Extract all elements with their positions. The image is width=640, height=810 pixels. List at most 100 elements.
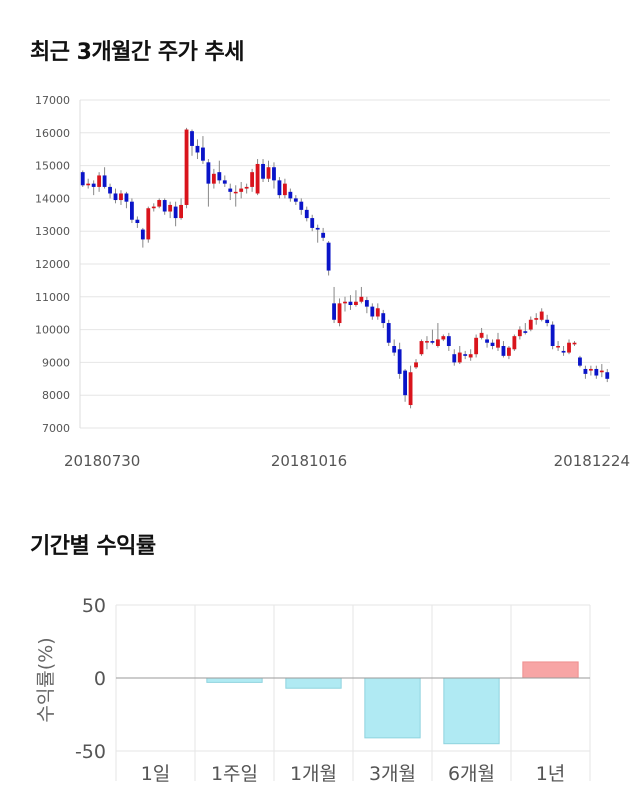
candle-body xyxy=(446,336,451,346)
period-returns-title: 기간별 수익률 xyxy=(30,534,156,559)
candle-body xyxy=(550,324,555,346)
candle-body xyxy=(441,336,446,340)
candle-body xyxy=(310,218,315,228)
candle-body xyxy=(233,191,238,194)
candle-body xyxy=(299,201,304,210)
candle-body xyxy=(146,208,151,240)
candle-body xyxy=(594,368,599,376)
return-bar xyxy=(364,677,421,739)
x-tick-label: 20181016 xyxy=(271,452,347,470)
candle-body xyxy=(588,368,593,371)
candle-body xyxy=(244,186,249,189)
candle-body xyxy=(474,337,479,355)
candle-body xyxy=(250,172,255,187)
x-category-label: 3개월 xyxy=(369,763,416,785)
candle-body xyxy=(184,129,189,205)
candle-body xyxy=(403,370,408,396)
candle-body xyxy=(91,183,96,187)
y-tick-label: 10000 xyxy=(35,324,70,337)
y-tick-label: 7000 xyxy=(42,422,70,435)
candle-body xyxy=(392,346,397,353)
candle-body xyxy=(304,209,309,219)
candle-body xyxy=(343,301,347,304)
candle-body xyxy=(545,319,550,324)
candle-body xyxy=(408,372,413,406)
candle-body xyxy=(222,180,227,184)
candle-body xyxy=(261,163,265,179)
candle-body xyxy=(293,198,298,202)
candle-body xyxy=(490,342,495,346)
candle-body xyxy=(129,201,134,220)
candle-body xyxy=(583,368,588,374)
candle-body xyxy=(135,219,140,223)
candle-body xyxy=(452,354,457,363)
price-trend-title: 최근 3개월간 주가 추세 xyxy=(30,40,244,65)
candle-body xyxy=(556,346,561,348)
candle-body xyxy=(211,173,216,184)
candle-body xyxy=(266,167,271,179)
y-tick-label: 13000 xyxy=(35,225,70,238)
candle-body xyxy=(364,300,369,307)
y-tick-label: 0 xyxy=(94,668,106,690)
candle-body xyxy=(151,206,156,209)
candle-body xyxy=(599,370,604,373)
y-tick-label: 11000 xyxy=(35,291,70,304)
candle-body xyxy=(86,183,91,186)
candle-body xyxy=(359,296,364,302)
candle-body xyxy=(430,341,435,343)
candle-body xyxy=(179,204,183,219)
candle-body xyxy=(507,347,511,356)
candle-body xyxy=(425,341,429,343)
x-category-label: 1주일 xyxy=(211,763,258,785)
candle-body xyxy=(348,301,353,305)
x-category-label: 1년 xyxy=(536,763,566,785)
candle-body xyxy=(217,172,222,181)
candle-body xyxy=(496,339,500,348)
candle-body xyxy=(332,303,336,320)
y-tick-label: 16000 xyxy=(35,127,70,140)
return-bar xyxy=(522,661,579,679)
return-bar xyxy=(206,677,263,683)
candle-body xyxy=(228,188,233,192)
candle-body xyxy=(173,206,178,219)
candle-body xyxy=(501,346,506,356)
candle-body xyxy=(255,163,260,194)
y-tick-label: 17000 xyxy=(35,94,70,107)
candle-body xyxy=(277,180,282,196)
candle-body xyxy=(168,204,173,212)
y-tick-label: 14000 xyxy=(35,192,70,205)
x-tick-label: 20181224 xyxy=(554,452,630,470)
candle-body xyxy=(578,357,582,366)
candle-body xyxy=(572,342,577,345)
candle-body xyxy=(239,188,244,192)
candle-body xyxy=(479,332,484,338)
y-tick-label: -50 xyxy=(75,741,106,763)
candle-body xyxy=(485,339,489,343)
candle-body xyxy=(354,301,358,305)
return-bar xyxy=(443,677,500,745)
candle-body xyxy=(282,183,287,196)
price-candlestick-chart: 17000 16000 15000 14000 13000 12000 11000 10000… xyxy=(35,94,630,470)
candle-body xyxy=(512,336,517,350)
candle-body xyxy=(206,162,211,184)
candle-body xyxy=(534,318,539,320)
y-tick-label: 8000 xyxy=(42,389,70,402)
candle-body xyxy=(119,193,123,201)
candle-body xyxy=(102,175,107,187)
candle-body xyxy=(457,352,462,363)
candle-body xyxy=(561,350,566,353)
candle-body xyxy=(539,311,544,320)
candle-body xyxy=(97,175,102,187)
candle-body xyxy=(190,131,194,146)
candle-body xyxy=(386,323,391,343)
x-category-label: 1개월 xyxy=(290,763,337,785)
y-tick-label: 12000 xyxy=(35,258,70,271)
candle-body xyxy=(419,341,424,355)
candle-body xyxy=(397,349,402,374)
y-tick-label: 9000 xyxy=(42,356,70,369)
candle-body xyxy=(337,303,342,324)
candle-body xyxy=(321,232,326,238)
candle-body xyxy=(381,313,386,324)
candle-body xyxy=(435,339,440,346)
candle-body xyxy=(463,354,468,356)
